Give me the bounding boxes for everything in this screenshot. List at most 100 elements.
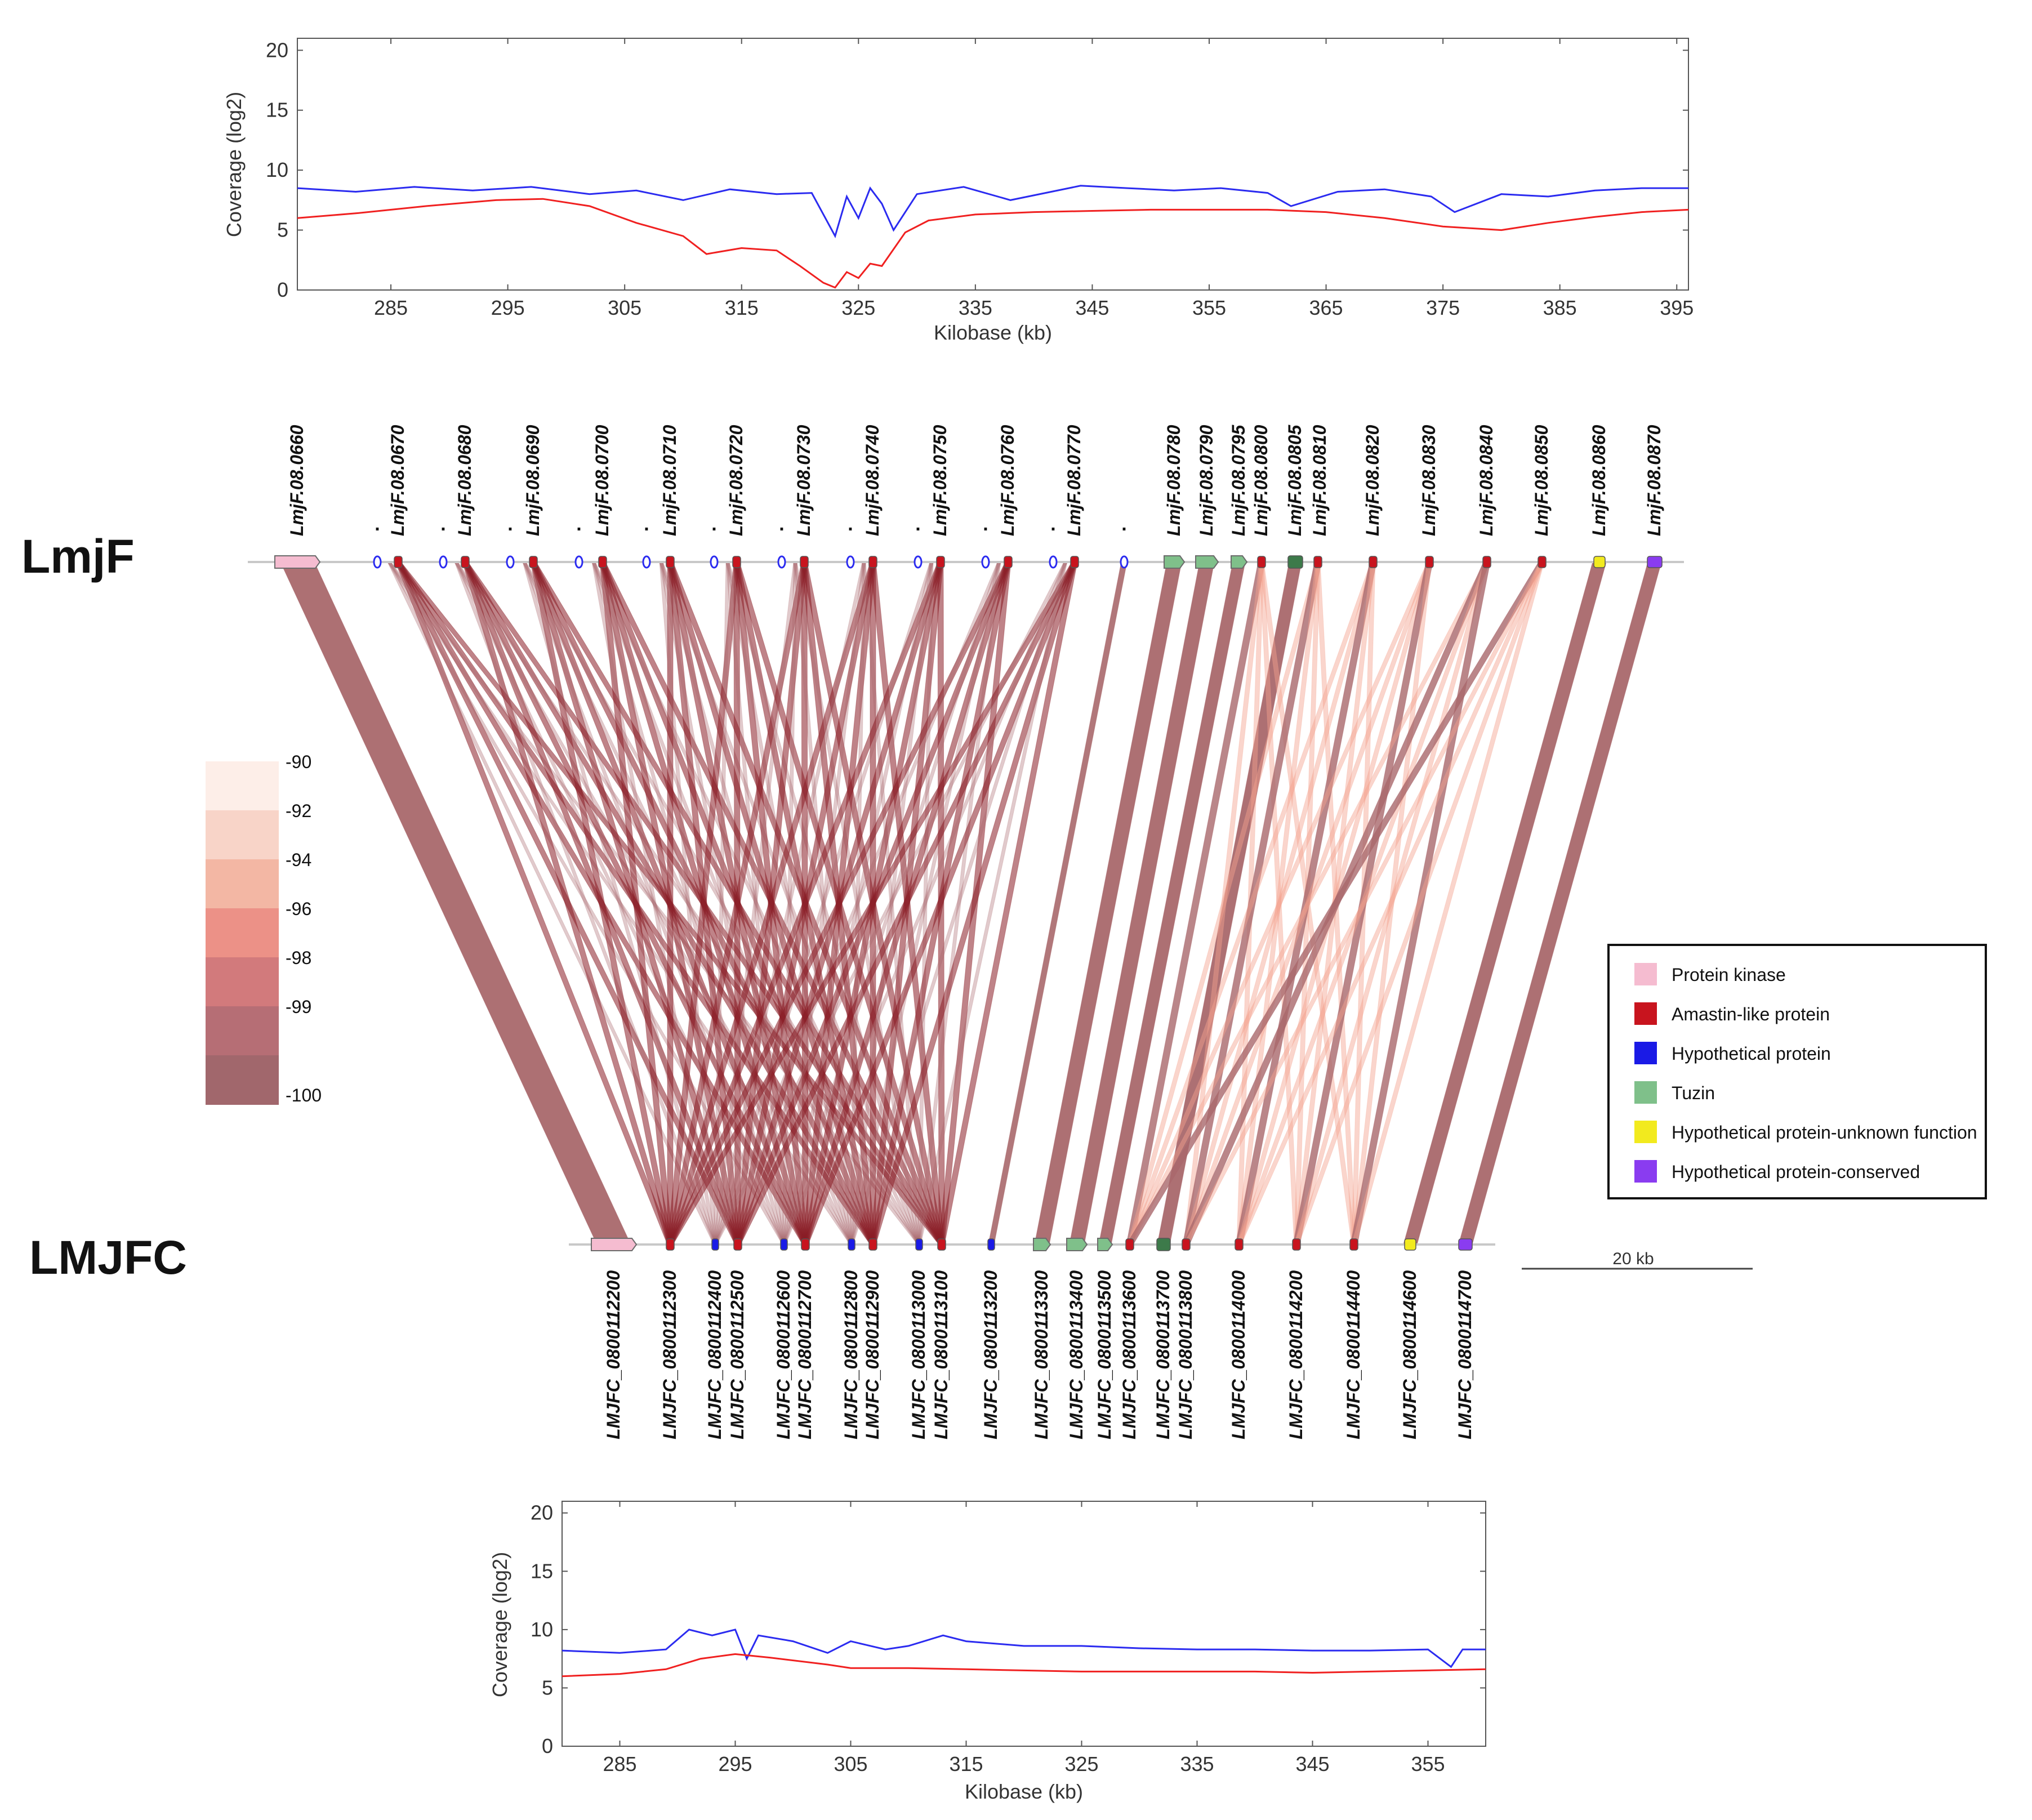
cov-bot-ytick-label: 5 <box>542 1676 553 1699</box>
gene-bottom-amastin <box>937 1238 946 1251</box>
coverage-plot-bottom: 285 295 305 315 325 335 345 355 0 5 10 15 20 Coverag… <box>488 1501 1486 1803</box>
gene-label-top: LmjF.08.0660 <box>287 425 307 536</box>
dot-marker-top: . <box>576 514 581 535</box>
gene-label-bottom: LMJFC_0800112400 <box>705 1270 725 1439</box>
gene-label-top: LmjF.08.0805 <box>1285 424 1305 536</box>
legend-frame <box>1607 944 1987 1199</box>
cov-bot-ytick-label: 0 <box>542 1734 553 1757</box>
gene-top-unknown <box>1593 556 1606 568</box>
gene-label-top: LmjF.08.0760 <box>997 425 1018 536</box>
dot-marker-top: . <box>915 514 920 535</box>
gene-bottom-amastin <box>1182 1238 1191 1251</box>
dot-marker-top: . <box>1121 514 1126 535</box>
cov-top-xtick-label: 305 <box>608 296 641 319</box>
legend-label: Hypothetical protein-conserved <box>1672 1162 1920 1182</box>
gene-label-bottom: LMJFC_0800112800 <box>841 1270 861 1439</box>
legend-swatch <box>1634 1081 1657 1104</box>
cov-top-xtick-label: 325 <box>841 296 875 319</box>
track-label-bottom: LMJFC <box>29 1231 187 1284</box>
dot-marker-top: . <box>711 514 716 535</box>
colorscale-swatch <box>206 1006 279 1056</box>
gene-bottom-hypothetical <box>848 1238 855 1251</box>
cov-top-ytick-label: 10 <box>266 158 288 181</box>
cov-bot-series-blue <box>562 1629 1486 1669</box>
gene-bottom-hypothetical <box>915 1238 923 1251</box>
gene-top-amastin <box>868 556 877 568</box>
dot-marker-top: . <box>779 514 784 535</box>
gene-bottom-amastin <box>733 1238 742 1251</box>
colorscale-swatch <box>206 1055 279 1105</box>
gene-bottom-amastin <box>801 1238 810 1251</box>
dot-marker-top: . <box>644 514 649 535</box>
gene-label-bottom: LMJFC_0800112200 <box>603 1270 623 1439</box>
cov-bot-xtick-label: 295 <box>718 1752 752 1776</box>
cov-top-ytick-label: 5 <box>277 218 288 242</box>
gene-label-top: LmjF.08.0860 <box>1589 425 1609 536</box>
legend-swatch <box>1634 1002 1657 1025</box>
cov-top-xtick-label: 355 <box>1192 296 1226 319</box>
cov-bot-xtick-label: 325 <box>1064 1752 1098 1776</box>
cov-bot-ytick-label: 20 <box>531 1501 553 1524</box>
gene-bottom-hypothetical <box>987 1238 995 1251</box>
gene-bottom-amastin <box>1235 1238 1244 1251</box>
gene-top-tuzin <box>1231 555 1248 569</box>
gene-bottom-conserved <box>1458 1238 1473 1251</box>
gene-label-top: LmjF.08.0700 <box>592 425 612 536</box>
colorscale-swatch <box>206 957 279 1007</box>
legend-swatch <box>1634 963 1657 985</box>
gene-label-bottom: LMJFC_0800113400 <box>1066 1270 1086 1439</box>
hypothetical-gene-marker-top <box>1120 555 1129 569</box>
gene-bottom-tuzin <box>1097 1238 1113 1251</box>
gene-top-tuzin <box>1164 555 1186 569</box>
gene-bottom-tuzin <box>1033 1238 1051 1251</box>
gene-label-top: LmjF.08.0790 <box>1196 425 1216 536</box>
gene-label-bottom: LMJFC_0800113200 <box>981 1270 1001 1439</box>
gene-label-bottom: LMJFC_0800114700 <box>1455 1270 1475 1439</box>
cov-top-ytick-label: 20 <box>266 38 288 61</box>
gene-label-top: LmjF.08.0840 <box>1476 425 1496 536</box>
genes-bottom: LMJFC_0800112200 LMJFC_0800112300 LMJFC_08… <box>591 1238 1475 1439</box>
hypothetical-gene-marker-top <box>1049 555 1058 569</box>
gene-top-conserved <box>1647 556 1663 568</box>
gene-label-bottom: LMJFC_0800113300 <box>1031 1270 1051 1439</box>
band-kinase <box>280 561 631 1245</box>
gene-label-top: LmjF.08.0710 <box>659 425 680 536</box>
cov-bot-ytick-label: 15 <box>531 1559 553 1582</box>
gene-top-amastin <box>800 556 809 568</box>
gene-top-amastin <box>461 556 470 568</box>
colorscale-label: -90 <box>286 752 311 772</box>
colorscale-label: -94 <box>286 850 311 870</box>
identity-colorscale: -90 -92 -94 -96 -98 -99 -100 <box>206 752 322 1105</box>
gene-top-amastin <box>598 556 607 568</box>
cov-bot-xtick-label: 335 <box>1180 1752 1214 1776</box>
legend-label: Hypothetical protein <box>1672 1043 1831 1064</box>
gene-label-bottom: LMJFC_0800113700 <box>1153 1270 1173 1439</box>
legend-label: Tuzin <box>1672 1083 1715 1103</box>
track-label-top: LmjF <box>21 530 135 583</box>
gene-label-bottom: LMJFC_0800112900 <box>862 1270 883 1439</box>
gene-top-amastin <box>1257 556 1266 568</box>
cov-top-xtick-label: 285 <box>374 296 408 319</box>
gene-top-amastin <box>732 556 741 568</box>
cov-top-ytick-label: 0 <box>277 278 288 301</box>
genes-top: ........... . LmjF.08.0660 LmjF.08.0670 LmjF… <box>274 424 1664 569</box>
hypothetical-gene-marker-top <box>373 555 382 569</box>
hypothetical-gene-marker-top <box>913 555 923 569</box>
gene-label-top: LmjF.08.0670 <box>387 425 408 536</box>
colorscale-swatch <box>206 810 279 860</box>
cov-top-xtick-label: 295 <box>491 296 525 319</box>
colorscale-label: -100 <box>286 1085 322 1105</box>
gene-label-top: LmjF.08.0820 <box>1362 425 1383 536</box>
colorscale-swatch <box>206 761 279 811</box>
gene-label-bottom: LMJFC_0800114400 <box>1343 1270 1363 1439</box>
hypothetical-gene-marker-top <box>846 555 855 569</box>
gene-bottom-amastin <box>666 1238 675 1251</box>
gene-label-top: LmjF.08.0690 <box>523 425 543 536</box>
legend-swatch <box>1634 1042 1657 1064</box>
cov-top-series-blue <box>297 185 1688 239</box>
dot-marker-top: . <box>375 514 380 535</box>
coverage-top-frame <box>297 38 1689 291</box>
gene-top-amastin <box>1004 556 1013 568</box>
cov-bot-xtick-label: 345 <box>1295 1752 1329 1776</box>
